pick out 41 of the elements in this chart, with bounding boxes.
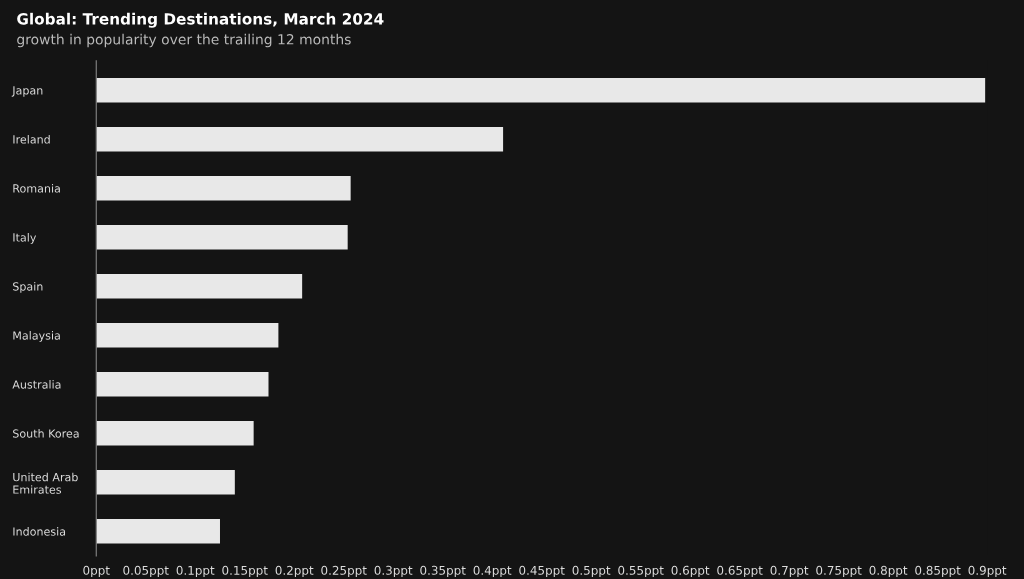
y-tick-label: Italy bbox=[13, 233, 37, 244]
bar bbox=[96, 224, 348, 250]
bar bbox=[96, 470, 235, 495]
y-tick-label: United Arab Emirates bbox=[13, 472, 78, 494]
bar bbox=[96, 323, 279, 348]
bar bbox=[96, 126, 504, 152]
x-tick-label: 0.6ppt bbox=[671, 565, 710, 578]
x-tick-label: 0.9ppt bbox=[968, 565, 1007, 578]
bar bbox=[96, 421, 254, 446]
y-tick-label: South Korea bbox=[13, 429, 79, 438]
y-tick-label: Japan bbox=[11, 86, 43, 97]
x-tick-label: 0.25ppt bbox=[321, 565, 367, 578]
chart-subtitle: growth in popularity over the trailing 12 months bbox=[17, 33, 351, 48]
x-tick-label: 0.2ppt bbox=[275, 565, 314, 578]
y-tick-label: Malaysia bbox=[13, 331, 60, 342]
bar bbox=[96, 175, 351, 201]
bar bbox=[96, 274, 303, 299]
chart-title: Global: Trending Destinations, March 2024 bbox=[17, 12, 384, 28]
x-tick-label: 0ppt bbox=[83, 565, 110, 578]
y-tick-label: Spain bbox=[13, 282, 43, 293]
x-tick-label: 0.85ppt bbox=[915, 565, 961, 578]
x-tick-label: 0.3ppt bbox=[374, 565, 413, 578]
y-tick-label: Ireland bbox=[13, 135, 50, 144]
x-tick-label: 0.75ppt bbox=[816, 565, 862, 578]
x-tick-label: 0.1ppt bbox=[176, 565, 215, 578]
x-tick-label: 0.45ppt bbox=[519, 565, 565, 578]
x-tick-label: 0.55ppt bbox=[618, 565, 664, 578]
x-tick-label: 0.35ppt bbox=[420, 565, 466, 578]
x-tick-label: 0.8ppt bbox=[869, 565, 908, 578]
bar bbox=[96, 372, 269, 397]
y-tick-label: Indonesia bbox=[13, 527, 66, 536]
y-tick-label: Australia bbox=[12, 380, 61, 389]
x-tick-label: 0.05ppt bbox=[123, 565, 169, 578]
x-tick-label: 0.7ppt bbox=[770, 565, 809, 578]
x-tick-label: 0.5ppt bbox=[572, 565, 611, 578]
x-tick-label: 0.65ppt bbox=[717, 565, 763, 578]
bar bbox=[96, 519, 220, 544]
x-tick-label: 0.4ppt bbox=[473, 565, 512, 578]
bar bbox=[96, 77, 986, 103]
x-tick-label: 0.15ppt bbox=[222, 565, 268, 578]
y-tick-label: Romania bbox=[13, 184, 60, 193]
